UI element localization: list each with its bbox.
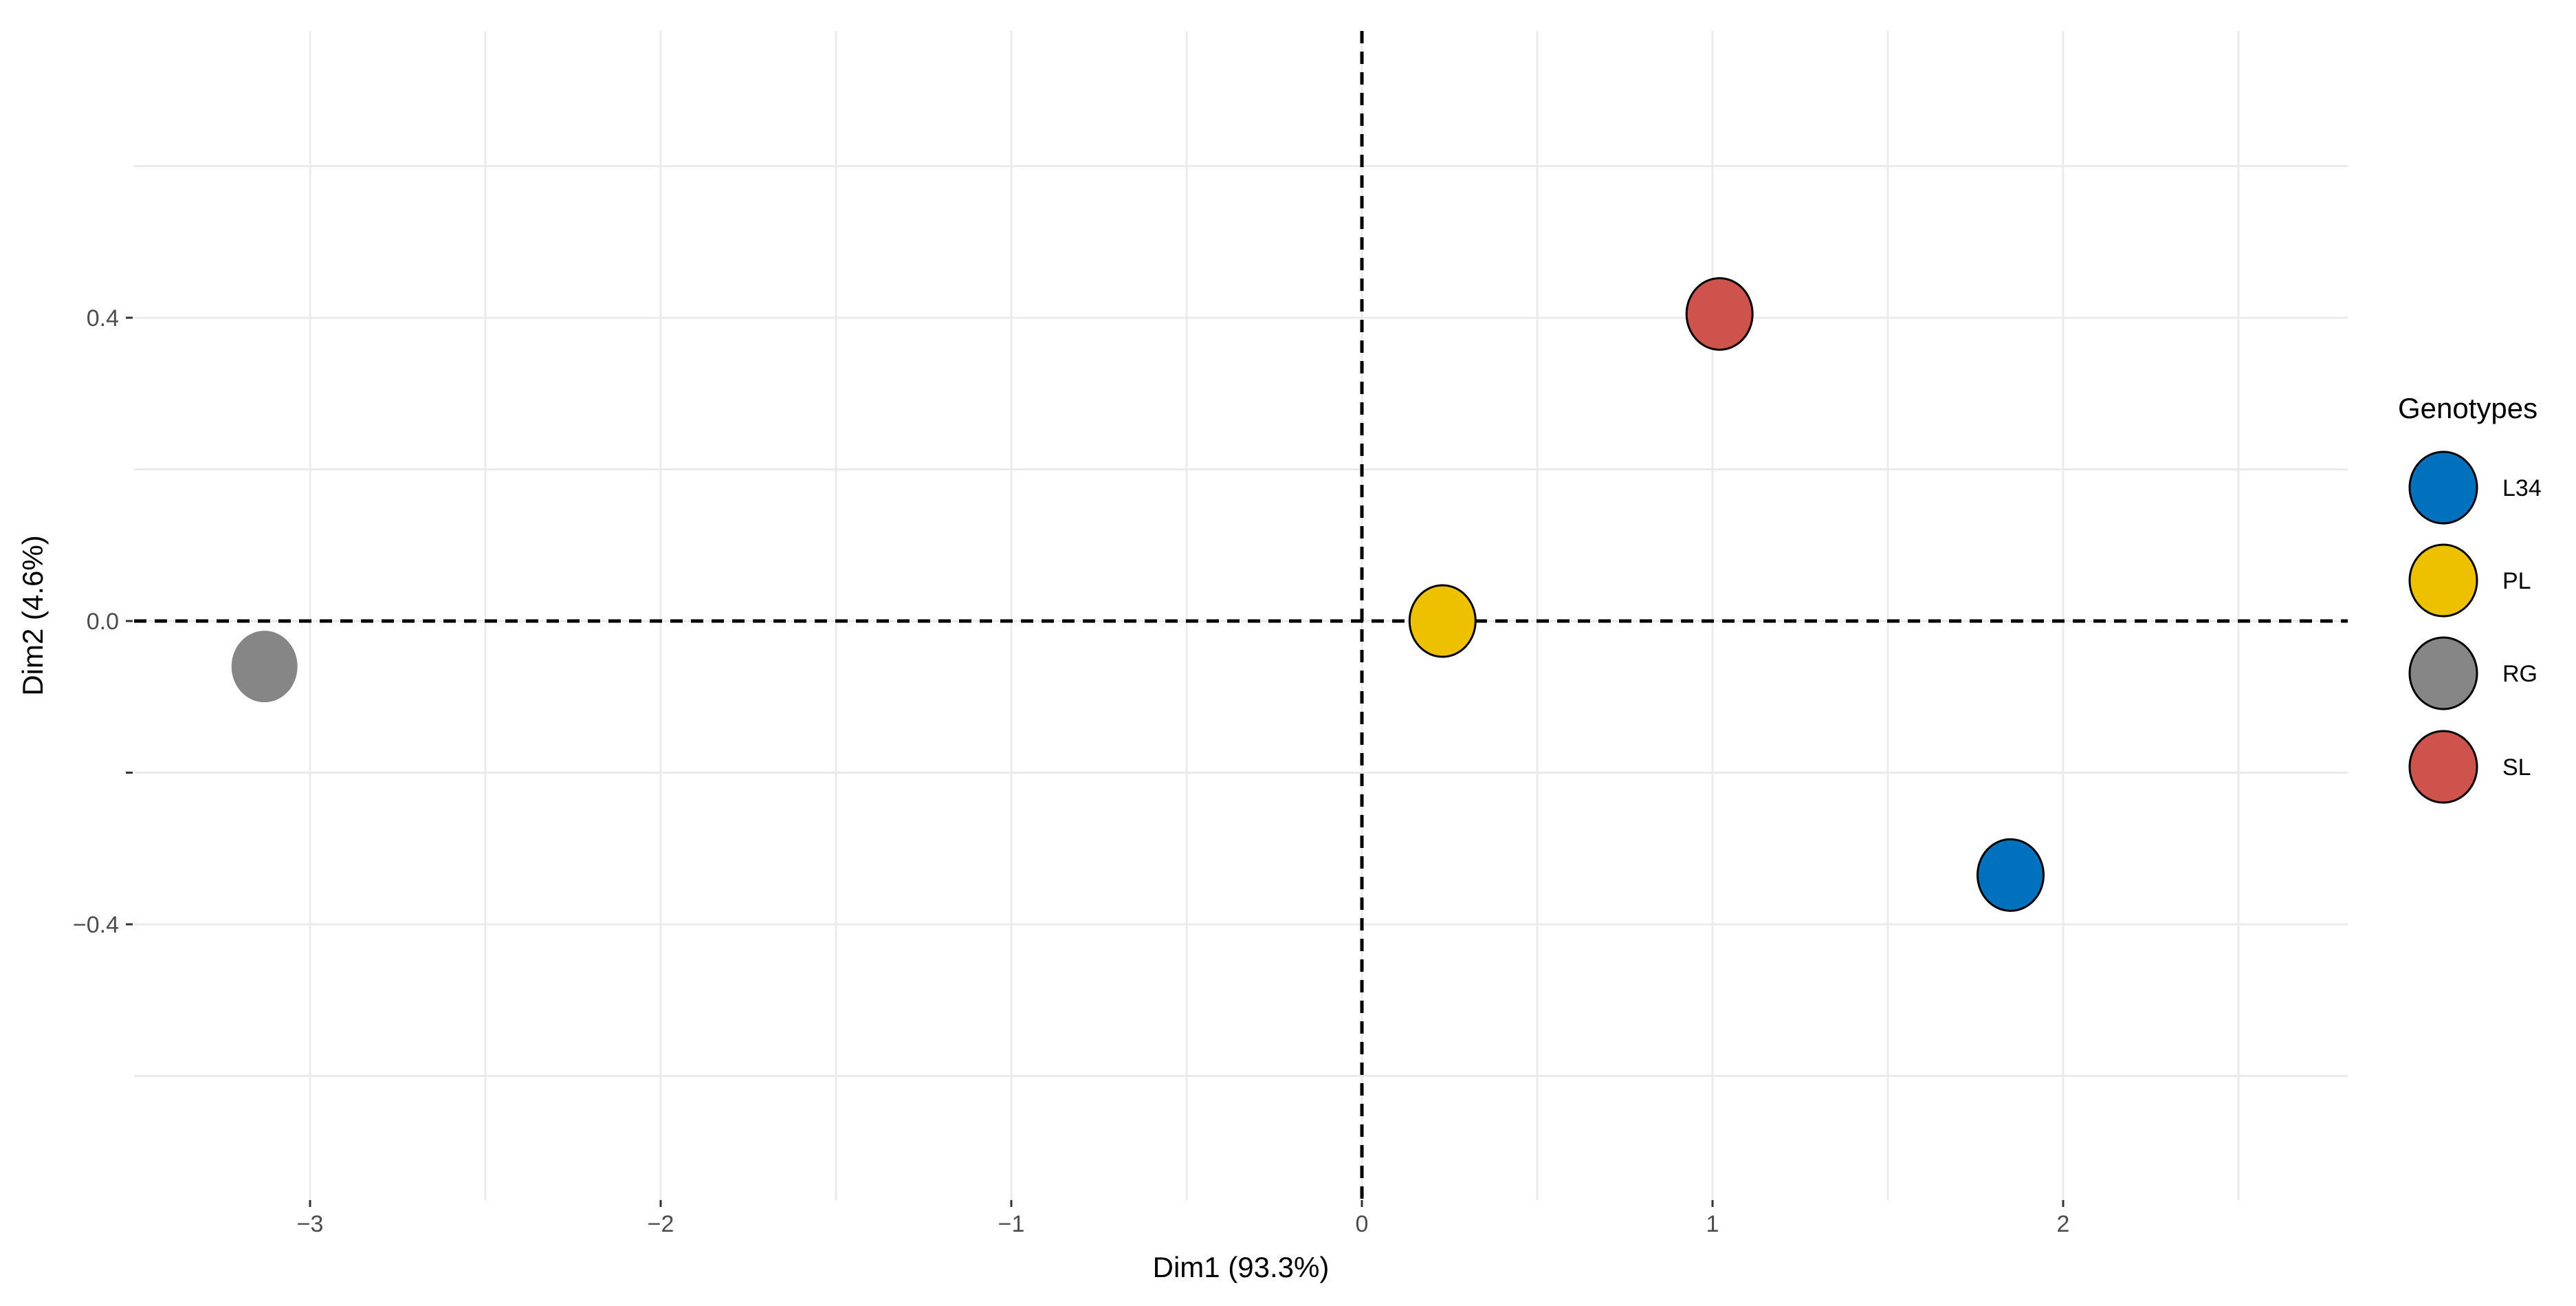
y-axis-title: Dim2 (4.6%): [16, 535, 49, 695]
data-point-sl: [1685, 276, 1754, 351]
legend-rg-label: RG: [2502, 661, 2538, 687]
legend: Genotypes L34 PL RG SL: [2398, 392, 2542, 804]
y-tick-label: 0.4: [87, 305, 119, 331]
legend-pl-label: PL: [2502, 568, 2531, 594]
legend-sl-key: [2408, 730, 2478, 804]
points-layer: [231, 276, 2045, 912]
data-point-l34: [1977, 838, 2045, 912]
y-tick-label: −0.4: [73, 912, 119, 938]
legend-l34-key: [2408, 450, 2478, 525]
legend-l34-label: L34: [2502, 475, 2542, 501]
y-tick-label: 0.0: [87, 609, 119, 635]
data-point-pl: [1408, 584, 1477, 658]
x-tick-label: −1: [998, 1211, 1025, 1237]
grid-layer: [134, 31, 2348, 1200]
x-tick-label: 1: [1706, 1211, 1719, 1237]
legend-title: Genotypes: [2398, 392, 2538, 424]
x-tick-label: −3: [297, 1211, 324, 1237]
x-tick-label: 2: [2057, 1211, 2070, 1237]
x-tick-label: 0: [1356, 1211, 1369, 1237]
legend-rg-key: [2408, 636, 2478, 710]
legend-pl-key: [2408, 543, 2478, 618]
x-axis-title: Dim1 (93.3%): [1153, 1251, 1330, 1283]
data-point-rg: [231, 631, 298, 703]
legend-sl-label: SL: [2502, 754, 2531, 781]
x-tick-label: −2: [648, 1211, 674, 1237]
reference-lines: [134, 31, 2348, 1200]
axis-layer: −3 −2 −1 0 1 2 −0.4 0.0 0.4 Dim1 (93.3%) Dim2 (4.6…: [16, 305, 2069, 1283]
